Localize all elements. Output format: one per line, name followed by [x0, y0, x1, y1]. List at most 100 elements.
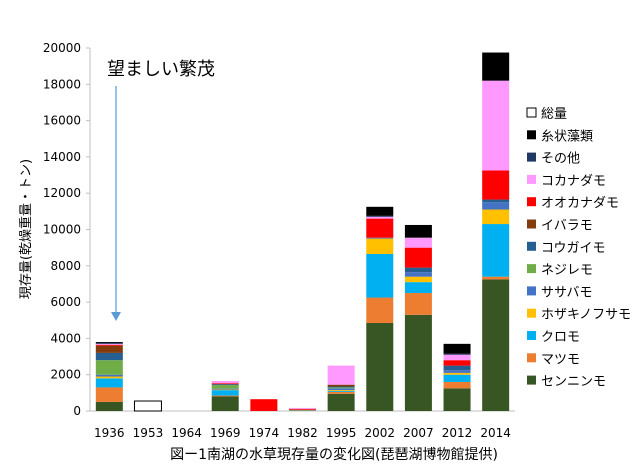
y-tick-label: 8000: [50, 259, 81, 273]
bar-segment: [95, 344, 123, 346]
bar-segment: [289, 407, 316, 409]
bar-segment: [327, 384, 355, 387]
legend-swatch: [527, 331, 536, 340]
bar-segment: [404, 224, 432, 238]
legend-label: センニンモ: [541, 375, 606, 390]
bar-segment: [211, 385, 239, 389]
bar-segment: [404, 282, 432, 294]
bar-segment: [211, 390, 239, 396]
y-axis: 0 2000 4000 6000 8000 10000 12000 14000 16000 180…: [43, 41, 91, 418]
legend-label: イバラモ: [541, 219, 593, 234]
bar-segment: [211, 384, 239, 386]
bar-segment: [250, 399, 278, 411]
bar-segment: [366, 297, 394, 323]
bar-segment: [95, 343, 123, 345]
bar-segment: [482, 52, 510, 81]
bar-segment: [211, 381, 239, 384]
bar-segment: [211, 383, 239, 385]
bar-segment: [443, 372, 471, 375]
y-tick-label: 18000: [43, 77, 81, 91]
bar-segment: [327, 388, 355, 391]
bar-segment: [482, 170, 510, 200]
bar-segment: [443, 374, 471, 382]
legend-label: その他: [541, 152, 580, 167]
bar-segment: [404, 267, 432, 273]
legend-label: コウガイモ: [541, 241, 605, 256]
x-tick-label: 1974: [249, 426, 280, 440]
bar-segment: [366, 218, 394, 238]
bar-segment: [95, 387, 123, 402]
bar-segment: [95, 342, 123, 343]
bar-segment: [289, 409, 316, 411]
legend-swatch: [527, 130, 536, 140]
bar-segment: [482, 202, 510, 210]
bar-segment: [133, 400, 162, 412]
bar-segment: [404, 293, 432, 315]
y-tick-label: 12000: [43, 186, 81, 200]
x-tick-label: 1964: [171, 426, 202, 440]
x-tick-label: 1936: [94, 426, 125, 440]
legend-swatch: [527, 152, 536, 162]
bar-segment: [366, 322, 394, 411]
legend-swatch: [527, 375, 536, 385]
y-tick-label: 2000: [50, 368, 81, 382]
legend-label: クロモ: [541, 330, 580, 345]
x-tick-label: 2007: [403, 426, 434, 440]
bar-segment: [95, 342, 123, 344]
y-tick-label: 0: [73, 404, 81, 418]
x-tick-label: 2012: [442, 426, 473, 440]
bar-segment: [404, 276, 432, 283]
bar-segment: [404, 314, 432, 411]
x-tick-label: 2014: [480, 426, 511, 440]
bar-segment: [95, 401, 123, 411]
bar-segment: [366, 216, 394, 219]
bar-segment: [482, 276, 510, 280]
legend-label: オオカナダモ: [541, 196, 619, 211]
legend-label: ササバモ: [541, 285, 592, 300]
bar-segment: [366, 206, 394, 216]
bar-segment: [95, 376, 123, 379]
bar-segment: [443, 354, 471, 361]
bar-segment: [404, 272, 432, 277]
bar-segment: [404, 237, 432, 248]
legend-swatch: [527, 353, 536, 363]
bar-segment: [289, 410, 316, 411]
bar-segment: [95, 374, 123, 377]
y-tick-label: 20000: [43, 41, 81, 55]
bars: [95, 52, 510, 412]
bar-segment: [327, 393, 355, 411]
bar-segment: [95, 360, 123, 375]
bar-segment: [482, 224, 510, 277]
bar-segment: [443, 381, 471, 389]
bar-segment: [443, 360, 471, 366]
annotation-arrow-head: [111, 312, 121, 321]
y-axis-title: 現存量(乾燥重量・トン): [18, 159, 34, 299]
bar-segment: [327, 387, 355, 389]
legend-swatch: [527, 308, 536, 318]
bar-segment: [366, 237, 394, 239]
x-tick-label: 1953: [133, 426, 164, 440]
bar-segment: [443, 343, 471, 354]
legend-label: コカナダモ: [541, 174, 606, 189]
bar-segment: [366, 238, 394, 255]
annotation-text: 望ましい繁茂: [107, 59, 215, 80]
legend-swatch: [526, 107, 537, 118]
bar-segment: [95, 378, 123, 388]
legend-label: ネジレモ: [541, 263, 593, 278]
x-tick-label: 2002: [364, 426, 395, 440]
legend-swatch: [527, 174, 536, 184]
y-tick-label: 4000: [50, 331, 81, 345]
bar-segment: [366, 254, 394, 298]
legend-swatch: [527, 286, 536, 296]
x-tick-label: 1969: [210, 426, 241, 440]
x-tick-label: 1995: [326, 426, 357, 440]
bar-segment: [443, 353, 471, 355]
bar-segment: [482, 209, 510, 225]
bar-segment: [443, 365, 471, 371]
legend-label: ホザキノフサモ: [541, 308, 631, 323]
bar-segment: [211, 396, 239, 411]
bar-segment: [327, 391, 355, 392]
bar-segment: [211, 389, 239, 391]
x-tick-label: 1982: [287, 426, 318, 440]
bar-segment: [211, 395, 239, 397]
